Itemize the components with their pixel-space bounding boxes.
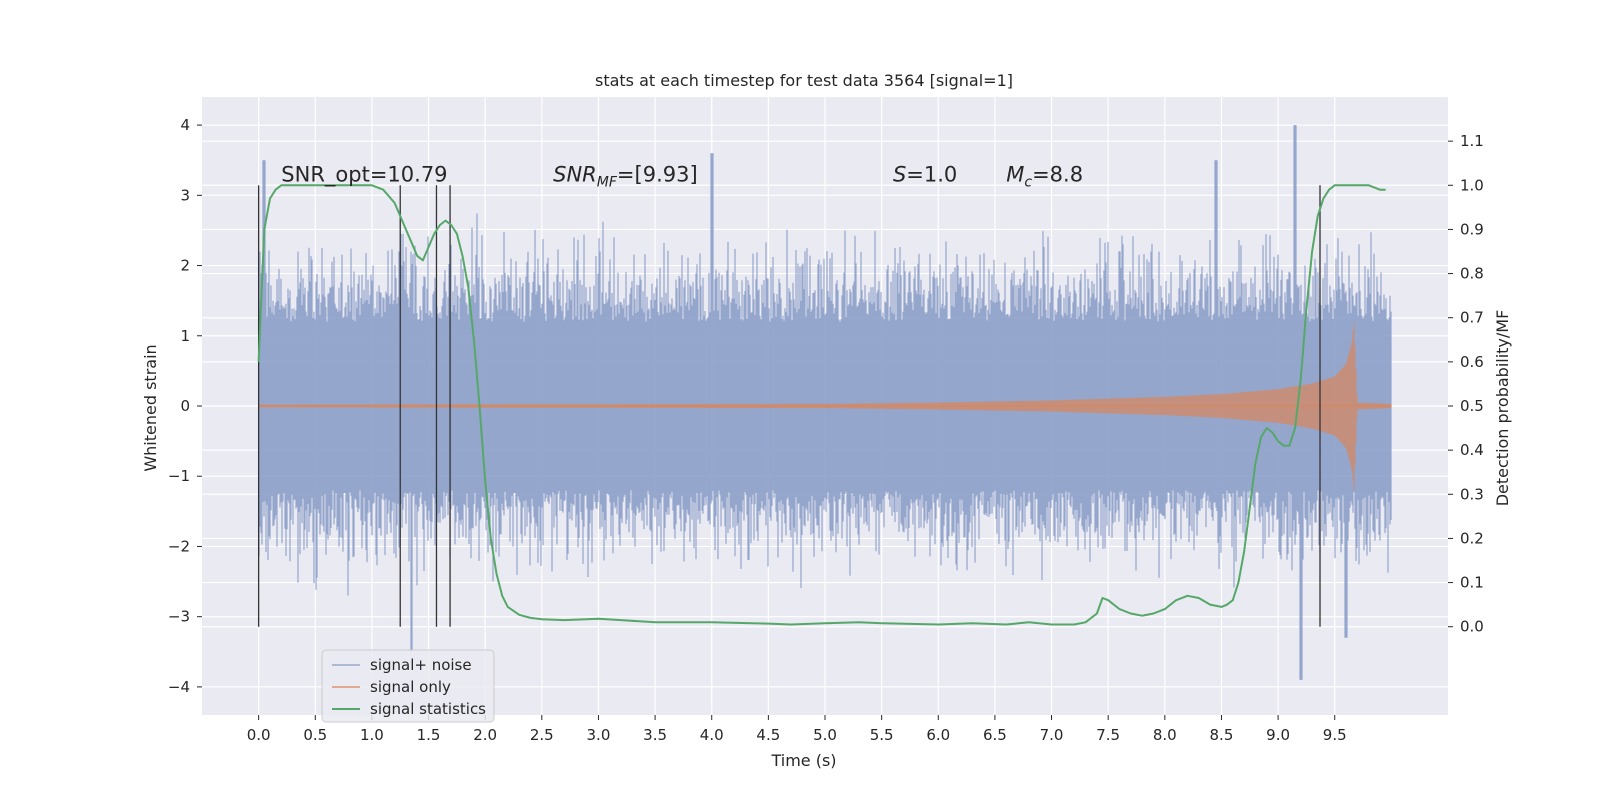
x-tick-label: 9.5 — [1323, 726, 1347, 744]
y-left-tick-label: 0 — [180, 397, 190, 415]
x-tick-label: 1.0 — [360, 726, 384, 744]
y-right-tick-label: 0.5 — [1460, 397, 1484, 415]
y-right-tick-label: 1.0 — [1460, 176, 1484, 194]
x-tick-label: 6.5 — [983, 726, 1007, 744]
x-tick-label: 0.5 — [303, 726, 327, 744]
annotation-text: S=1.0 — [893, 162, 957, 186]
annotation-text: SNR_opt=10.79 — [281, 162, 447, 187]
y-right-tick-label: 0.8 — [1460, 265, 1484, 283]
y-left-tick-label: −1 — [168, 467, 190, 485]
x-tick-label: 4.0 — [700, 726, 724, 744]
y-left-tick-label: −2 — [168, 537, 190, 555]
legend-label: signal+ noise — [370, 656, 472, 674]
x-tick-label: 6.0 — [926, 726, 950, 744]
x-tick-label: 5.0 — [813, 726, 837, 744]
x-tick-label: 8.5 — [1210, 726, 1234, 744]
x-tick-label: 2.5 — [530, 726, 554, 744]
x-tick-label: 4.5 — [756, 726, 780, 744]
x-tick-label: 9.0 — [1266, 726, 1290, 744]
y-right-tick-label: 0.7 — [1460, 309, 1484, 327]
series-signal-statistics — [257, 184, 1386, 626]
signal-statistics-line — [257, 184, 1386, 626]
y-right-tick-label: 0.0 — [1460, 618, 1484, 636]
legend-box — [321, 649, 495, 723]
y-left-tick-label: −3 — [168, 608, 190, 626]
vertical-markers — [257, 185, 1321, 627]
y-left-tick-label: 2 — [180, 257, 190, 275]
y-right-tick-label: 0.4 — [1460, 441, 1484, 459]
y-left-tick-label: 4 — [180, 116, 190, 134]
left-y-axis-label: Whitened strain — [141, 344, 160, 471]
right-y-axis-label: Detection probability/MF — [1493, 310, 1512, 507]
x-tick-label: 3.5 — [643, 726, 667, 744]
right-y-axis-ticks: 0.0 0.1 0.2 0.3 0.4 0.5 0.6 0.7 0.8 0.9 1.0 1.1 — [1448, 132, 1484, 636]
x-tick-label: 7.0 — [1040, 726, 1064, 744]
y-right-tick-label: 0.1 — [1460, 574, 1484, 592]
y-left-tick-label: 3 — [180, 186, 190, 204]
x-tick-label: 3.0 — [587, 726, 611, 744]
y-right-tick-label: 0.9 — [1460, 220, 1484, 238]
series-signal-only — [258, 322, 1392, 490]
x-axis-ticks: 0.0 0.5 1.0 1.5 2.0 2.5 3.0 3.5 4.0 4.5 5.0 5.5 6.0 6… — [247, 715, 1347, 744]
annotation-text: SNRMF=[9.93] — [553, 162, 698, 190]
y-left-tick-label: 1 — [180, 327, 190, 345]
legend-label: signal only — [370, 678, 451, 696]
x-tick-label: 8.0 — [1153, 726, 1177, 744]
left-y-axis-ticks: −4 −3 −2 −1 0 1 2 3 4 — [168, 116, 202, 696]
y-left-tick-label: −4 — [168, 678, 190, 696]
y-right-tick-label: 0.3 — [1460, 485, 1484, 503]
annotation-text: Mc=8.8 — [1006, 162, 1083, 190]
x-tick-label: 7.5 — [1096, 726, 1120, 744]
x-tick-label: 5.5 — [870, 726, 894, 744]
x-tick-label: 1.5 — [417, 726, 441, 744]
y-right-tick-label: 0.6 — [1460, 353, 1484, 371]
chart-title: stats at each timestep for test data 356… — [595, 71, 1013, 90]
annotations: SNR_opt=10.79 SNRMF=[9.93] S=1.0 Mc=8.8 — [281, 162, 1083, 190]
x-tick-label: 2.0 — [473, 726, 497, 744]
x-tick-label: 0.0 — [247, 726, 271, 744]
legend: signal+ noise signal only signal statistic… — [321, 649, 495, 723]
y-right-tick-label: 0.2 — [1460, 529, 1484, 547]
y-right-tick-label: 1.1 — [1460, 132, 1484, 150]
x-axis-label: Time (s) — [770, 751, 836, 770]
legend-label: signal statistics — [370, 700, 486, 718]
